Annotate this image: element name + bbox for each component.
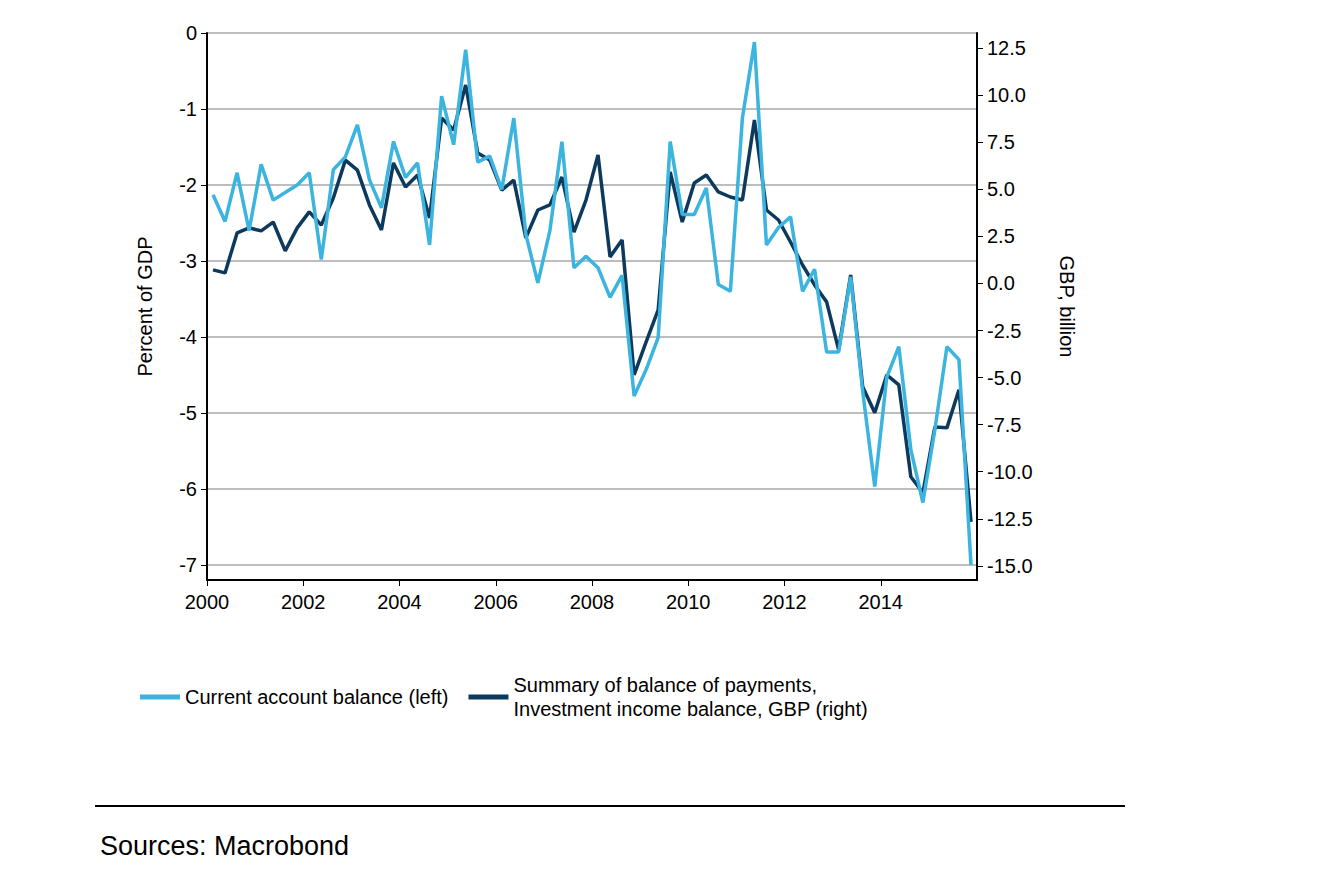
svg-text:2008: 2008 bbox=[570, 591, 615, 613]
svg-text:0: 0 bbox=[186, 22, 197, 44]
svg-text:GBP, billion: GBP, billion bbox=[1056, 256, 1078, 358]
svg-text:2010: 2010 bbox=[666, 591, 711, 613]
svg-text:-2.5: -2.5 bbox=[987, 320, 1021, 342]
svg-text:Investment income balance, GBP: Investment income balance, GBP (right) bbox=[513, 698, 867, 720]
svg-text:Summary of balance of payments: Summary of balance of payments, bbox=[513, 674, 816, 696]
svg-text:-7.5: -7.5 bbox=[987, 414, 1021, 436]
svg-text:-1: -1 bbox=[179, 98, 197, 120]
svg-text:12.5: 12.5 bbox=[987, 37, 1026, 59]
svg-text:0.0: 0.0 bbox=[987, 272, 1015, 294]
svg-text:Current account balance (left): Current account balance (left) bbox=[185, 686, 448, 708]
svg-text:10.0: 10.0 bbox=[987, 84, 1026, 106]
svg-text:2000: 2000 bbox=[185, 591, 230, 613]
svg-text:Sources: Macrobond: Sources: Macrobond bbox=[100, 831, 349, 861]
svg-text:2.5: 2.5 bbox=[987, 225, 1015, 247]
svg-text:-4: -4 bbox=[179, 326, 197, 348]
svg-text:-15.0: -15.0 bbox=[987, 555, 1033, 577]
svg-text:2004: 2004 bbox=[377, 591, 422, 613]
svg-text:-5.0: -5.0 bbox=[987, 367, 1021, 389]
svg-text:2014: 2014 bbox=[859, 591, 904, 613]
svg-text:-12.5: -12.5 bbox=[987, 508, 1033, 530]
svg-text:-2: -2 bbox=[179, 174, 197, 196]
svg-text:-5: -5 bbox=[179, 402, 197, 424]
svg-text:Percent of GDP: Percent of GDP bbox=[134, 236, 156, 376]
svg-text:2002: 2002 bbox=[281, 591, 326, 613]
svg-text:-10.0: -10.0 bbox=[987, 461, 1033, 483]
svg-text:-3: -3 bbox=[179, 250, 197, 272]
svg-text:2012: 2012 bbox=[762, 591, 807, 613]
svg-text:5.0: 5.0 bbox=[987, 178, 1015, 200]
svg-text:2006: 2006 bbox=[474, 591, 519, 613]
svg-text:-6: -6 bbox=[179, 478, 197, 500]
svg-text:-7: -7 bbox=[179, 554, 197, 576]
svg-text:7.5: 7.5 bbox=[987, 131, 1015, 153]
